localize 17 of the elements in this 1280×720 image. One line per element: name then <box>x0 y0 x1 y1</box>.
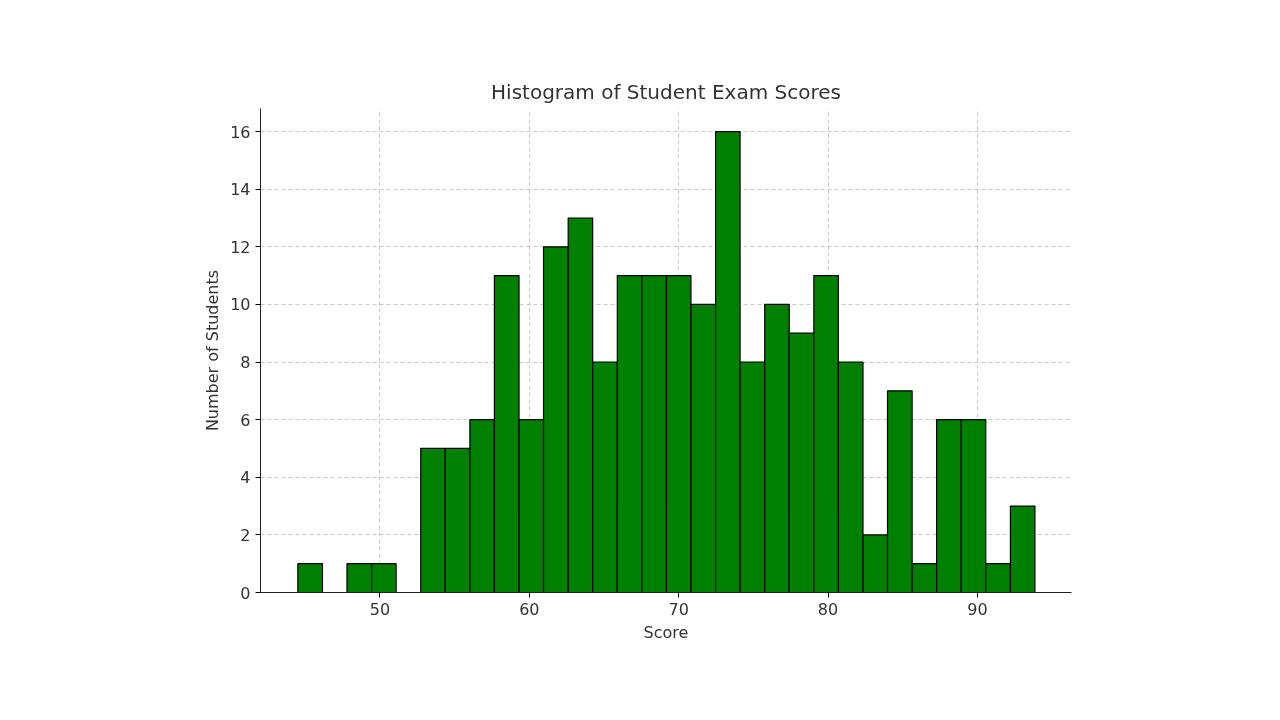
y-tick-label: 14 <box>230 180 251 200</box>
x-tick-label: 60 <box>519 599 540 619</box>
y-tick-label: 16 <box>230 122 251 142</box>
y-tick-label: 2 <box>240 525 251 545</box>
x-tick-label: 50 <box>369 599 391 619</box>
y-tick-label: 4 <box>240 468 251 488</box>
x-tick-label: 80 <box>817 599 839 619</box>
x-tick-label: 90 <box>967 599 988 619</box>
y-tick-label: 8 <box>240 353 251 373</box>
y-tick-label: 6 <box>240 410 251 430</box>
chart-title: Histogram of Student Exam Scores <box>491 79 841 104</box>
y-tick-label: 0 <box>240 583 251 603</box>
y-tick-label: 10 <box>230 295 251 315</box>
y-tick-label: 12 <box>230 237 251 257</box>
x-tick-label: 70 <box>668 599 689 619</box>
x-axis-title: Score <box>643 622 689 642</box>
y-axis-title: Number of Students <box>203 269 223 432</box>
